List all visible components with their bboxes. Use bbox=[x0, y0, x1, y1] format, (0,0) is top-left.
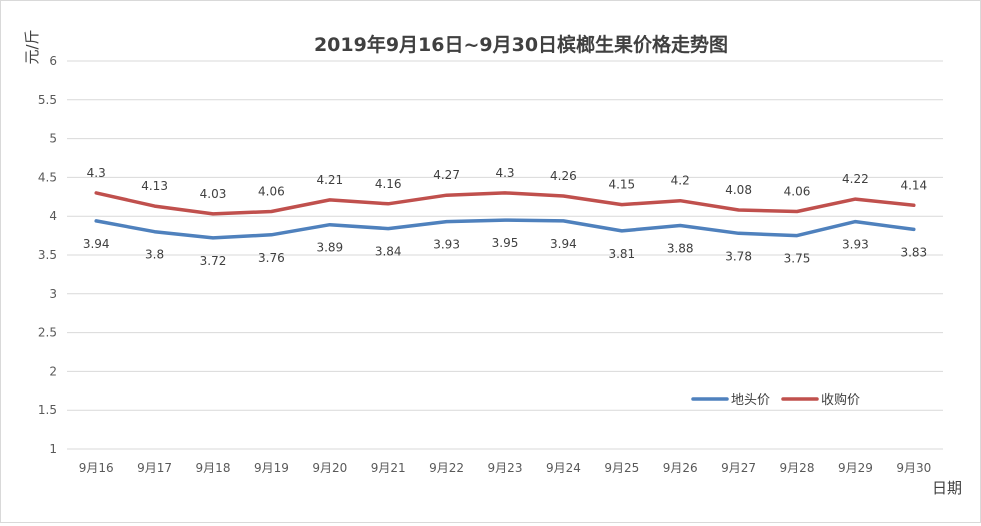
y-tick-label: 4 bbox=[49, 209, 57, 223]
data-labels: 3.94 3.8 3.72 3.76 3.89 3.84 3.93 3.95 3.94 3.81 3… bbox=[83, 166, 927, 268]
data-label: 3.72 bbox=[200, 254, 227, 268]
x-tick-label: 9月23 bbox=[488, 461, 523, 475]
data-label: 3.78 bbox=[725, 249, 752, 263]
y-tick-label: 1 bbox=[49, 442, 57, 456]
x-tick-label: 9月16 bbox=[79, 461, 114, 475]
data-label: 3.76 bbox=[258, 251, 285, 265]
y-tick-label: 4.5 bbox=[38, 170, 57, 184]
data-label: 3.75 bbox=[784, 252, 811, 266]
data-label: 3.94 bbox=[83, 237, 110, 251]
data-label: 4.2 bbox=[671, 174, 690, 188]
data-label: 4.15 bbox=[608, 178, 635, 192]
legend-label-series-1: 地头价 bbox=[731, 393, 770, 408]
x-tick-label: 9月27 bbox=[721, 461, 756, 475]
data-label: 4.3 bbox=[87, 166, 106, 180]
y-tick-label: 5 bbox=[49, 132, 57, 146]
y-tick-label: 5.5 bbox=[38, 93, 57, 107]
series-line-2 bbox=[94, 191, 916, 216]
data-label: 4.08 bbox=[725, 183, 752, 197]
x-tick-label: 9月26 bbox=[663, 461, 698, 475]
legend: 地头价 收购价 bbox=[691, 392, 860, 408]
y-axis-label: 元/斤 bbox=[23, 29, 41, 64]
x-tick-label: 9月17 bbox=[137, 461, 172, 475]
x-tick-label: 9月18 bbox=[196, 461, 231, 475]
data-label: 4.21 bbox=[316, 173, 343, 187]
data-label: 3.93 bbox=[842, 238, 869, 252]
chart-title: 2019年9月16日~9月30日槟榔生果价格走势图 bbox=[314, 33, 728, 56]
data-label: 4.27 bbox=[433, 168, 460, 182]
data-label: 4.13 bbox=[141, 179, 168, 193]
x-axis-ticks: 9月16 9月17 9月18 9月19 9月20 9月21 9月22 9月23 9月24 9月25… bbox=[79, 461, 932, 475]
x-tick-label: 9月25 bbox=[604, 461, 639, 475]
data-label: 3.95 bbox=[492, 236, 519, 250]
data-label: 4.3 bbox=[495, 166, 514, 180]
series-lines bbox=[94, 191, 916, 240]
data-label: 4.16 bbox=[375, 177, 402, 191]
x-tick-label: 9月29 bbox=[838, 461, 873, 475]
data-label: 4.26 bbox=[550, 169, 577, 183]
data-label: 4.06 bbox=[258, 185, 285, 199]
y-tick-label: 2.5 bbox=[38, 326, 57, 340]
data-label: 4.06 bbox=[784, 185, 811, 199]
y-tick-label: 1.5 bbox=[38, 403, 57, 417]
data-label: 3.94 bbox=[550, 237, 577, 251]
data-label: 3.81 bbox=[608, 247, 635, 261]
data-label: 4.22 bbox=[842, 172, 869, 186]
data-label: 4.14 bbox=[900, 178, 927, 192]
y-axis-ticks: 1 1.5 2 2.5 3 3.5 4 4.5 5 5.5 6 bbox=[38, 54, 57, 456]
data-label: 3.88 bbox=[667, 242, 694, 256]
x-tick-label: 9月28 bbox=[780, 461, 815, 475]
series-line-1 bbox=[94, 218, 916, 240]
data-label: 4.03 bbox=[200, 187, 227, 201]
x-tick-label: 9月22 bbox=[429, 461, 464, 475]
data-label: 3.84 bbox=[375, 245, 402, 259]
x-tick-label: 9月19 bbox=[254, 461, 289, 475]
legend-label-series-2: 收购价 bbox=[821, 392, 860, 408]
x-tick-label: 9月30 bbox=[896, 461, 931, 475]
y-tick-label: 3 bbox=[49, 287, 57, 301]
data-label: 3.8 bbox=[145, 248, 164, 262]
data-label: 3.89 bbox=[316, 241, 343, 255]
x-axis-label: 日期 bbox=[932, 479, 962, 497]
x-tick-label: 9月24 bbox=[546, 461, 581, 475]
y-tick-label: 2 bbox=[49, 364, 57, 378]
y-tick-label: 6 bbox=[49, 54, 57, 68]
data-label: 3.93 bbox=[433, 238, 460, 252]
gridlines bbox=[67, 60, 943, 450]
data-label: 3.83 bbox=[900, 245, 927, 259]
y-tick-label: 3.5 bbox=[38, 248, 57, 262]
x-tick-label: 9月20 bbox=[312, 461, 347, 475]
x-tick-label: 9月21 bbox=[371, 461, 406, 475]
